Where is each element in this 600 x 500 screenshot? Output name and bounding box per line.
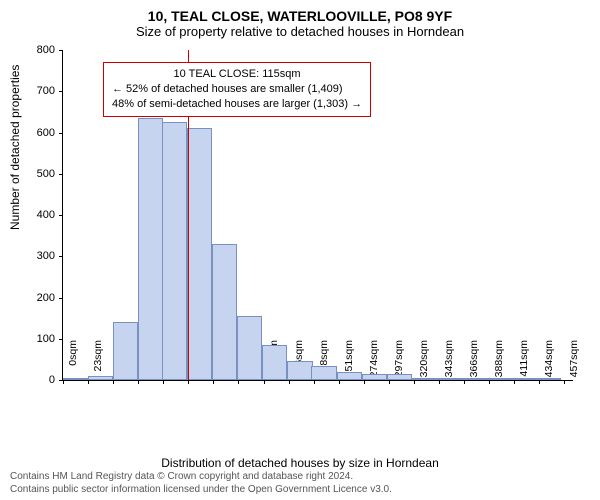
y-tick-label: 200 xyxy=(15,292,55,304)
histogram-bar xyxy=(187,128,212,380)
histogram-bar xyxy=(63,378,88,380)
histogram-bar xyxy=(462,378,487,380)
histogram-bar xyxy=(511,378,536,380)
histogram-bar xyxy=(237,316,262,380)
histogram-bar xyxy=(387,374,412,380)
histogram-bar xyxy=(162,122,187,380)
histogram-bar xyxy=(113,322,138,380)
y-tick-label: 500 xyxy=(15,168,55,180)
y-tick-label: 100 xyxy=(15,333,55,345)
histogram-bar xyxy=(486,378,511,380)
y-tick-label: 0 xyxy=(15,374,55,386)
histogram-bar xyxy=(437,378,462,380)
annotation-line: ← 52% of detached houses are smaller (1,… xyxy=(112,82,362,97)
histogram-bar xyxy=(412,378,437,380)
y-tick-label: 700 xyxy=(15,85,55,97)
histogram-bar xyxy=(212,244,237,380)
annotation-line: 10 TEAL CLOSE: 115sqm xyxy=(112,67,362,82)
y-tick-label: 800 xyxy=(15,44,55,56)
histogram-plot: 01002003004005006007008000sqm23sqm46sqm6… xyxy=(62,50,573,381)
footer-line-2: Contains public sector information licen… xyxy=(10,483,392,496)
histogram-bar xyxy=(138,118,163,380)
chart-title-sub: Size of property relative to detached ho… xyxy=(0,24,600,43)
y-tick-label: 400 xyxy=(15,209,55,221)
histogram-bar xyxy=(311,366,336,380)
footer-line-1: Contains HM Land Registry data © Crown c… xyxy=(10,470,392,483)
chart-title-main: 10, TEAL CLOSE, WATERLOOVILLE, PO8 9YF xyxy=(0,0,600,24)
histogram-bar xyxy=(362,374,387,380)
chart-area: 01002003004005006007008000sqm23sqm46sqm6… xyxy=(62,50,572,420)
x-tick-label: 457sqm xyxy=(568,340,580,384)
histogram-bar xyxy=(88,376,113,380)
histogram-bar xyxy=(287,361,312,380)
annotation-line: 48% of semi-detached houses are larger (… xyxy=(112,97,362,112)
y-tick-label: 300 xyxy=(15,250,55,262)
y-tick-label: 600 xyxy=(15,127,55,139)
histogram-bar xyxy=(337,372,362,380)
attribution-footer: Contains HM Land Registry data © Crown c… xyxy=(10,470,392,496)
x-axis-label: Distribution of detached houses by size … xyxy=(0,456,600,470)
annotation-box: 10 TEAL CLOSE: 115sqm← 52% of detached h… xyxy=(103,62,371,117)
histogram-bar xyxy=(536,378,561,380)
histogram-bar xyxy=(262,345,287,380)
